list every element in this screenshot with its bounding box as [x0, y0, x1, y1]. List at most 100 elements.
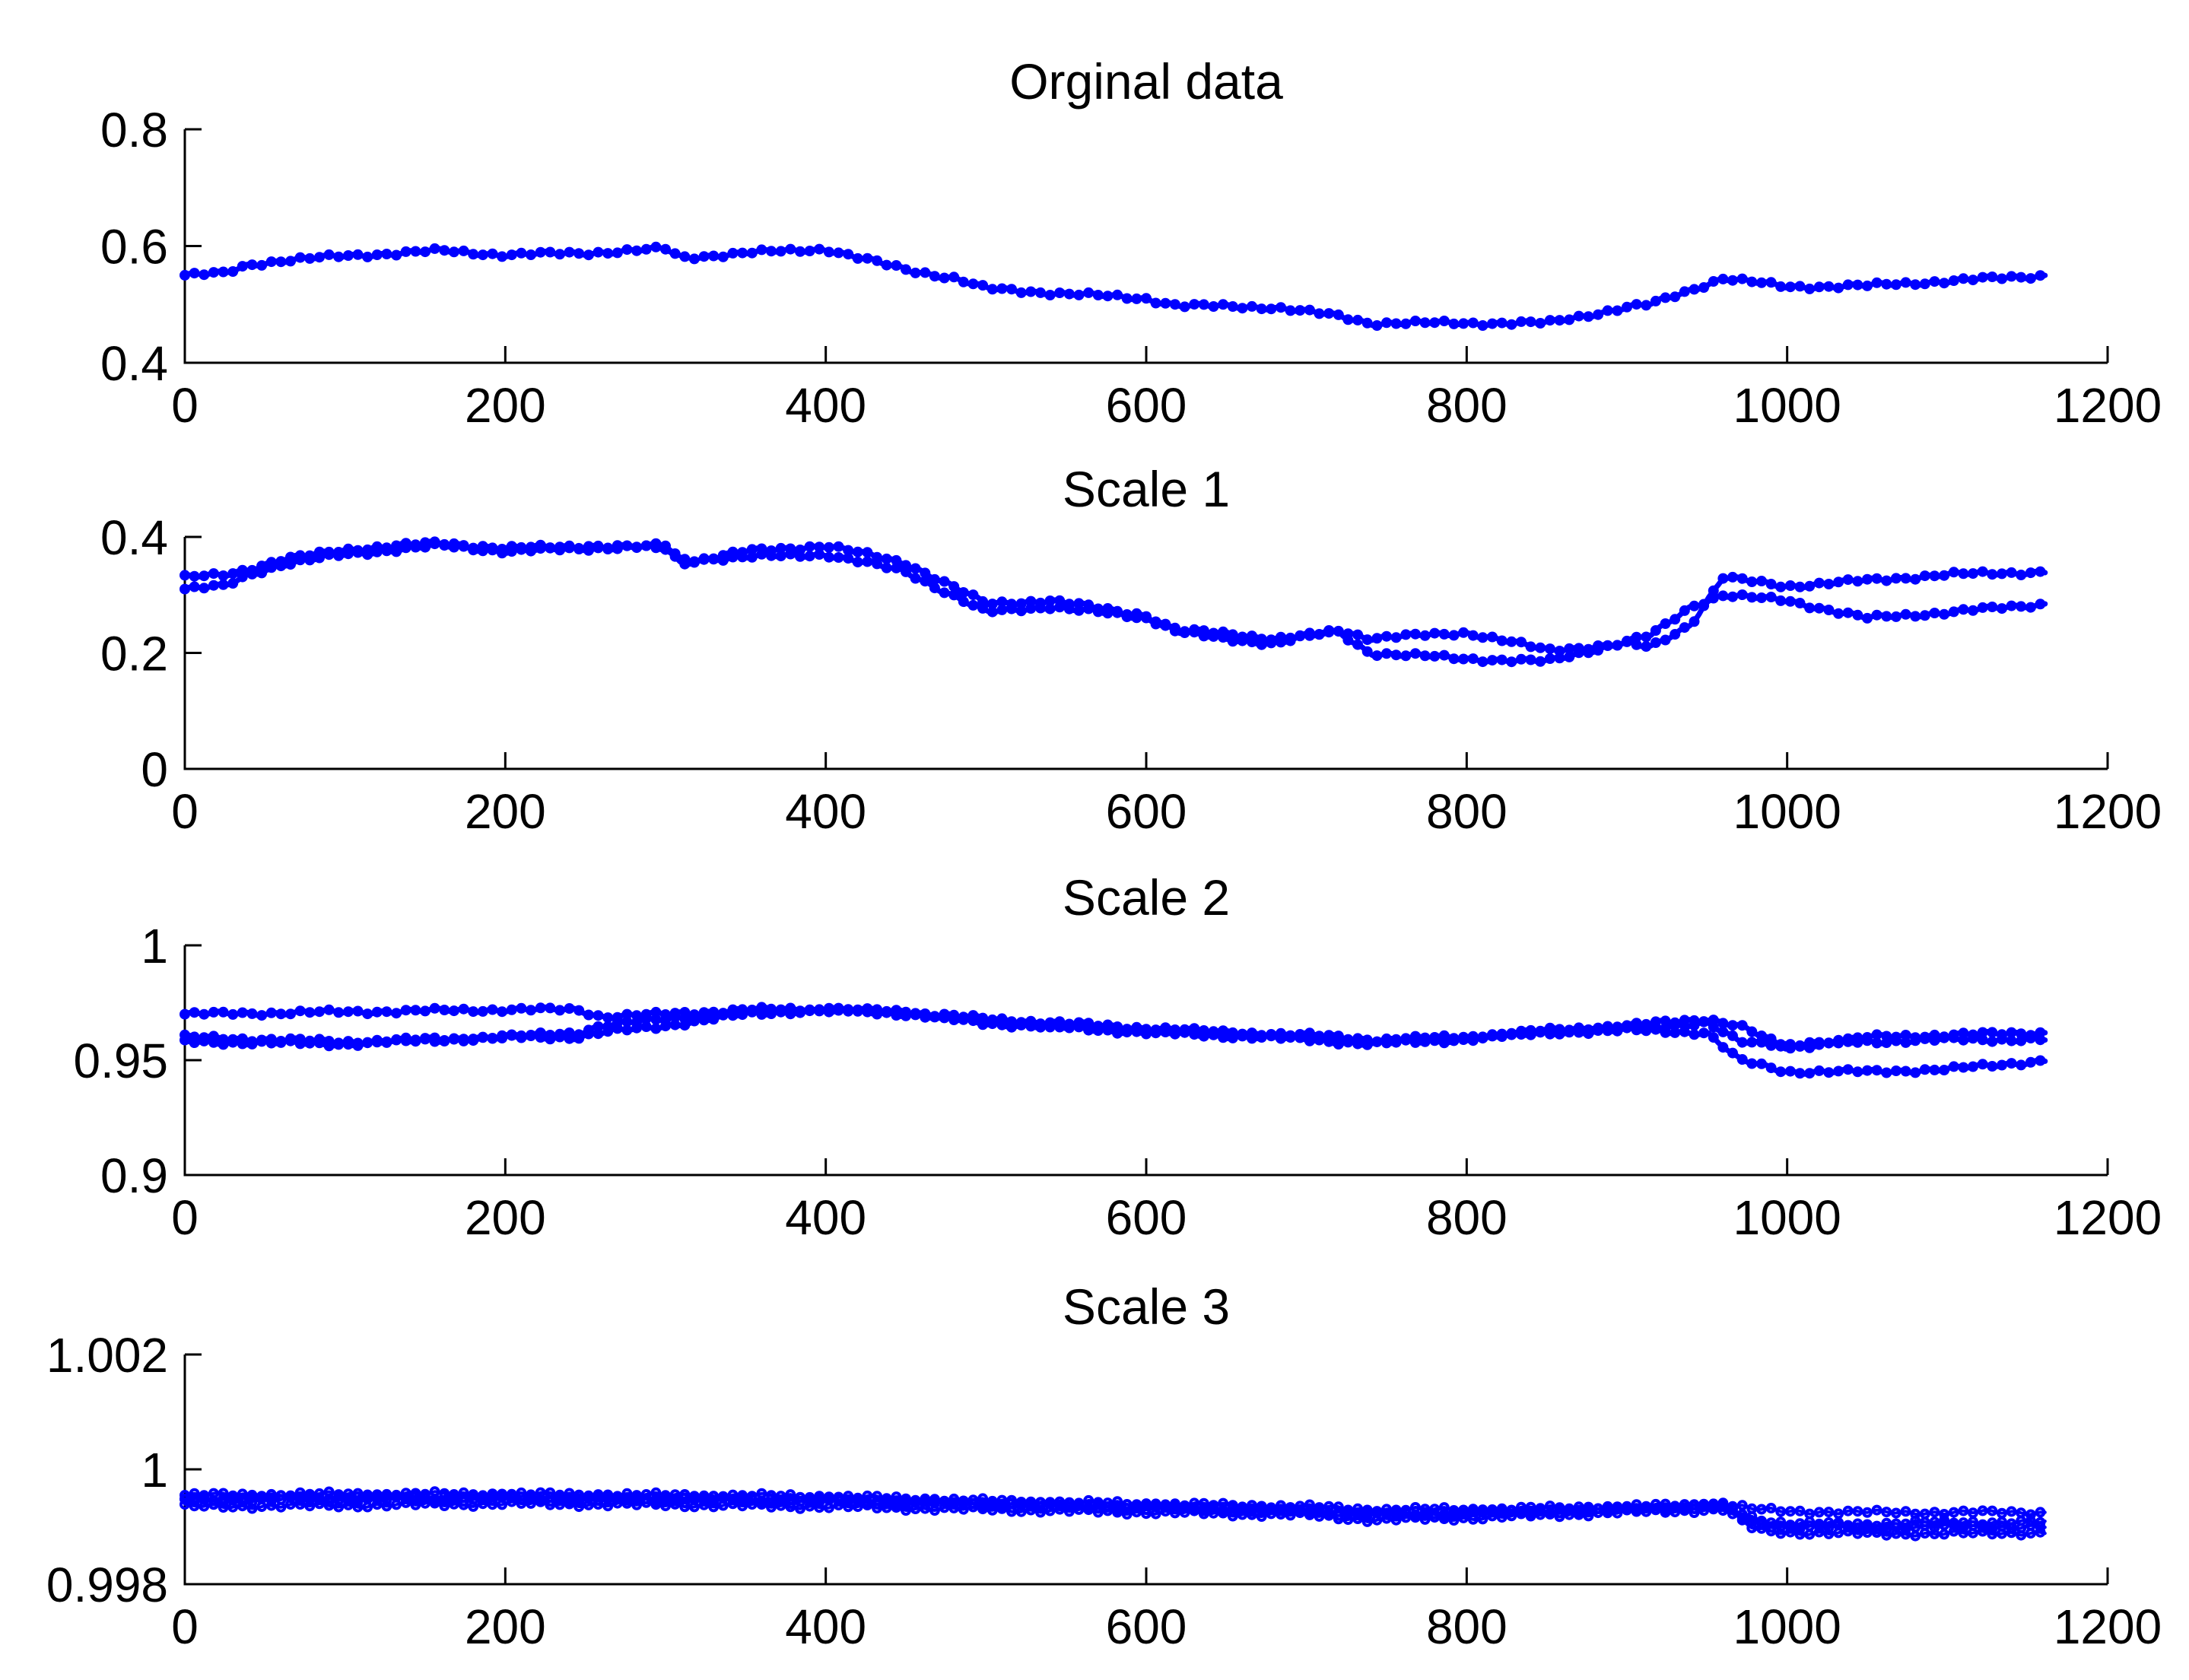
data-point	[314, 252, 325, 263]
data-point	[1900, 1523, 1911, 1535]
axes-frame	[183, 945, 2108, 1177]
data-point	[1641, 641, 1652, 652]
data-point	[775, 1006, 786, 1018]
data-point	[342, 1492, 354, 1504]
data-point	[1650, 637, 1661, 648]
x-tick-label: 0	[171, 784, 199, 839]
data-point	[804, 1004, 815, 1015]
data-point	[1958, 1034, 1969, 1046]
data-point	[545, 246, 556, 258]
data-point	[1784, 281, 1796, 293]
data-point	[333, 1007, 345, 1018]
data-point	[439, 1036, 450, 1046]
data-point	[1717, 273, 1729, 284]
data-point	[669, 1019, 681, 1031]
data-point	[1314, 1504, 1325, 1516]
data-point	[1025, 595, 1037, 607]
data-point	[2025, 1515, 2036, 1526]
data-point	[1948, 567, 1959, 578]
data-point	[1150, 616, 1161, 627]
data-point	[1727, 591, 1738, 602]
data-point	[1487, 1507, 1498, 1517]
data-point	[1448, 653, 1460, 665]
data-point	[1121, 1509, 1133, 1520]
data-point	[458, 245, 469, 256]
data-point	[1852, 609, 1863, 621]
data-point	[1842, 279, 1854, 291]
data-point	[1035, 597, 1046, 608]
data-point	[1679, 622, 1690, 634]
data-point	[208, 1006, 219, 1018]
data-point	[227, 1491, 239, 1503]
data-point	[516, 1002, 527, 1014]
data-point	[939, 272, 950, 284]
x-tick-label: 400	[785, 1190, 866, 1245]
data-point	[429, 1002, 440, 1014]
data-point	[1438, 1037, 1450, 1049]
data-point	[756, 1495, 767, 1507]
data-point	[218, 570, 229, 581]
data-point	[1775, 1039, 1787, 1050]
data-point	[1198, 1031, 1209, 1042]
data-point	[1054, 1499, 1066, 1510]
data-point	[342, 1006, 354, 1018]
data-series-2	[180, 536, 2048, 656]
y-tick-label: 0.4	[100, 336, 168, 391]
data-point	[497, 544, 508, 554]
data-point	[1813, 1037, 1825, 1048]
y-tick-label: 0.9	[100, 1148, 168, 1203]
data-point	[1208, 1502, 1219, 1513]
data-point	[535, 1002, 546, 1014]
data-point	[1218, 1032, 1229, 1043]
data-point	[621, 540, 633, 551]
data-point	[1717, 1026, 1729, 1037]
data-point	[199, 1008, 210, 1020]
data-point	[1361, 634, 1373, 646]
data-point	[910, 563, 921, 574]
data-point	[717, 1009, 729, 1021]
data-point	[526, 1491, 536, 1502]
data-point	[1208, 1029, 1219, 1040]
data-point	[1987, 1061, 1998, 1072]
data-point	[669, 248, 681, 259]
data-point	[1823, 1037, 1835, 1049]
x-tick-label: 800	[1426, 1599, 1508, 1654]
data-point	[1227, 1501, 1238, 1513]
x-tick-label: 1000	[1733, 1599, 1841, 1654]
data-point	[1900, 1037, 1911, 1048]
data-point	[1381, 630, 1392, 642]
data-point	[1650, 625, 1661, 636]
data-point	[400, 1005, 411, 1016]
data-point	[506, 541, 517, 552]
data-point	[1448, 630, 1460, 641]
data-point	[1381, 1507, 1392, 1519]
data-point	[1756, 1504, 1767, 1515]
data-point	[1333, 1506, 1344, 1517]
data-point	[1881, 1067, 1892, 1078]
data-point	[429, 243, 440, 254]
data-point	[814, 1493, 825, 1504]
data-point	[323, 1493, 335, 1504]
data-point	[189, 1037, 200, 1048]
data-point	[1198, 299, 1209, 310]
data-point	[717, 251, 729, 262]
data-point	[333, 1039, 345, 1050]
data-point	[1919, 1033, 1930, 1044]
data-point	[1438, 316, 1450, 326]
data-point	[1237, 635, 1248, 646]
data-point	[1784, 1039, 1796, 1050]
data-point	[967, 278, 979, 290]
data-point	[1708, 1500, 1719, 1511]
data-point	[823, 551, 834, 563]
data-point	[371, 249, 383, 260]
data-point	[756, 1008, 767, 1020]
data-point	[1198, 1502, 1209, 1513]
data-point	[526, 1031, 536, 1041]
data-point	[862, 1497, 873, 1508]
data-point	[967, 599, 979, 611]
subplot-1: Orginal data 0 200 400 600 800 1000 1200 0.4 0.6 0…	[100, 53, 2162, 433]
data-point	[2025, 602, 2036, 613]
data-point	[573, 1490, 585, 1501]
data-point	[1756, 277, 1767, 288]
data-point	[823, 1491, 834, 1503]
